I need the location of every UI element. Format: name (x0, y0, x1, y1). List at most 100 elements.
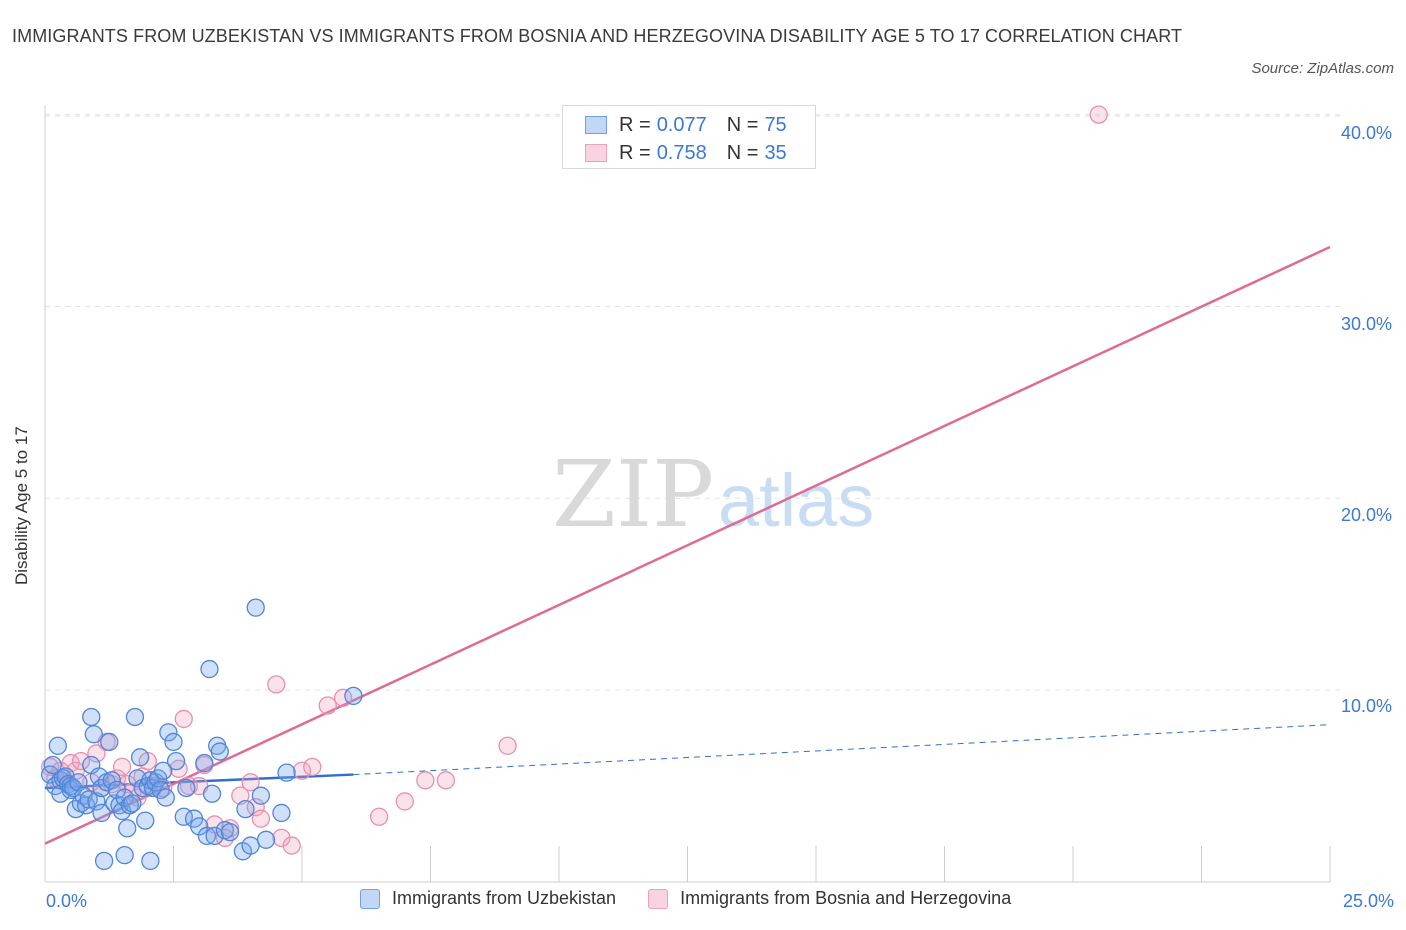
uzbekistan-point (241, 836, 260, 855)
n-label: N = (726, 141, 759, 164)
uzbekistan-point (102, 771, 121, 790)
legend-label: Immigrants from Bosnia and Herzegovina (680, 888, 1012, 908)
uzbekistan-point (166, 751, 186, 771)
uzbekistan-point (100, 732, 119, 752)
watermark-zip: ZIP (552, 441, 714, 548)
correlation-legend: R = 0.077 N = 75 R = 0.758 N = 35 (562, 105, 816, 169)
uzbekistan-point (164, 732, 183, 752)
uzbekistan-point (92, 803, 111, 823)
uzbekistan-point (220, 822, 240, 842)
uzbekistan-point (94, 851, 114, 871)
blue-swatch (585, 116, 607, 134)
bosnia-point (395, 792, 414, 811)
bosnia-point (71, 751, 91, 771)
bosnia-point (318, 696, 337, 715)
legend-row-bosnia: R = 0.758 N = 35 (585, 141, 787, 165)
uzbekistan-point (154, 761, 173, 780)
bosnia-point (416, 771, 435, 790)
uzbekistan-point (118, 819, 137, 838)
y-tick-10: 10.0% (1340, 696, 1392, 716)
bosnia-point (241, 773, 260, 792)
uzbekistan-point (190, 817, 209, 836)
uzbekistan-point (277, 763, 296, 782)
n-label: N = (726, 113, 759, 136)
bosnia-point (40, 757, 60, 777)
grid-lines (45, 114, 1340, 691)
bosnia-point (267, 675, 286, 694)
legend-item-uzbekistan[interactable]: Immigrants from Uzbekistan (360, 888, 616, 909)
trend-lines (44, 245, 1331, 845)
uzbekistan-point (246, 598, 265, 617)
r-label: R = (619, 113, 651, 136)
r-value: 0.758 (656, 141, 707, 164)
bosnia-point (174, 709, 193, 729)
uzbekistan-point (236, 799, 255, 819)
n-value: 35 (764, 141, 787, 164)
y-tick-30: 30.0% (1340, 314, 1392, 334)
y-axis-label: Disability Age 5 to 17 (12, 426, 31, 585)
uzbekistan-point (159, 723, 178, 742)
uzbekistan-trend-dashed (353, 724, 1331, 776)
n-value: 75 (764, 113, 787, 136)
y-tick-40: 40.0% (1340, 123, 1392, 143)
uzbekistan-trend-line (44, 773, 354, 790)
uzbekistan-point (195, 753, 214, 773)
watermark-atlas: atlas (718, 459, 874, 542)
legend-row-uzbekistan: R = 0.077 N = 75 (585, 113, 787, 137)
legend-item-bosnia[interactable]: Immigrants from Bosnia and Herzegovina (648, 888, 1011, 909)
uzbekistan-point (84, 725, 103, 744)
r-value: 0.077 (656, 113, 707, 136)
uzbekistan-point (120, 796, 139, 815)
uzbekistan-point (107, 780, 127, 800)
uzbekistan-point (115, 845, 134, 865)
uzbekistan-point (272, 803, 291, 823)
uzbekistan-point (177, 778, 196, 798)
uzbekistan-point (123, 794, 142, 813)
source-label: Source: ZipAtlas.com (1251, 60, 1394, 77)
bosnia-point (282, 836, 301, 855)
chart-title: IMMIGRANTS FROM UZBEKISTAN VS IMMIGRANTS… (12, 26, 1183, 46)
bosnia-point (369, 807, 389, 826)
uzbekistan-point (43, 755, 62, 775)
uzbekistan-point (256, 830, 276, 849)
uzbekistan-points (40, 598, 363, 871)
blue-swatch (360, 888, 380, 909)
uzbekistan-point (82, 707, 101, 727)
bosnia-point (179, 776, 199, 796)
uzbekistan-point (48, 736, 67, 755)
uzbekistan-point (125, 707, 145, 727)
uzbekistan-point (156, 788, 175, 807)
uzbekistan-point (141, 851, 160, 871)
uzbekistan-point (87, 792, 106, 811)
pink-swatch (648, 888, 669, 909)
bosnia-point (251, 809, 271, 828)
bosnia-point (87, 744, 106, 763)
pink-swatch (585, 144, 607, 162)
x-tick-25: 25.0% (1342, 891, 1394, 911)
bosnia-point (128, 788, 147, 807)
bosnia-point (231, 786, 250, 805)
x-tick-0: 0.0% (46, 891, 88, 911)
axes (44, 105, 1331, 883)
bosnia-point (436, 771, 456, 790)
legend-label: Immigrants from Uzbekistan (392, 888, 617, 908)
bosnia-point (112, 757, 132, 777)
r-label: R = (619, 141, 651, 164)
uzbekistan-point (66, 799, 85, 819)
bosnia-point (303, 757, 322, 777)
uzbekistan-point (210, 742, 229, 761)
uzbekistan-point (136, 811, 155, 830)
y-tick-20: 20.0% (1340, 505, 1392, 525)
bosnia-point (498, 736, 517, 755)
bosnia-trend-line (44, 245, 1331, 845)
uzbekistan-point (69, 773, 88, 792)
bosnia-point (1089, 105, 1108, 124)
uzbekistan-point (344, 686, 363, 706)
uzbekistan-point (130, 748, 150, 767)
uzbekistan-point (251, 786, 271, 805)
series-legend: Immigrants from Uzbekistan Immigrants fr… (360, 888, 1043, 909)
uzbekistan-point (202, 784, 222, 803)
bosnia-point (292, 761, 312, 780)
uzbekistan-point (197, 826, 217, 846)
